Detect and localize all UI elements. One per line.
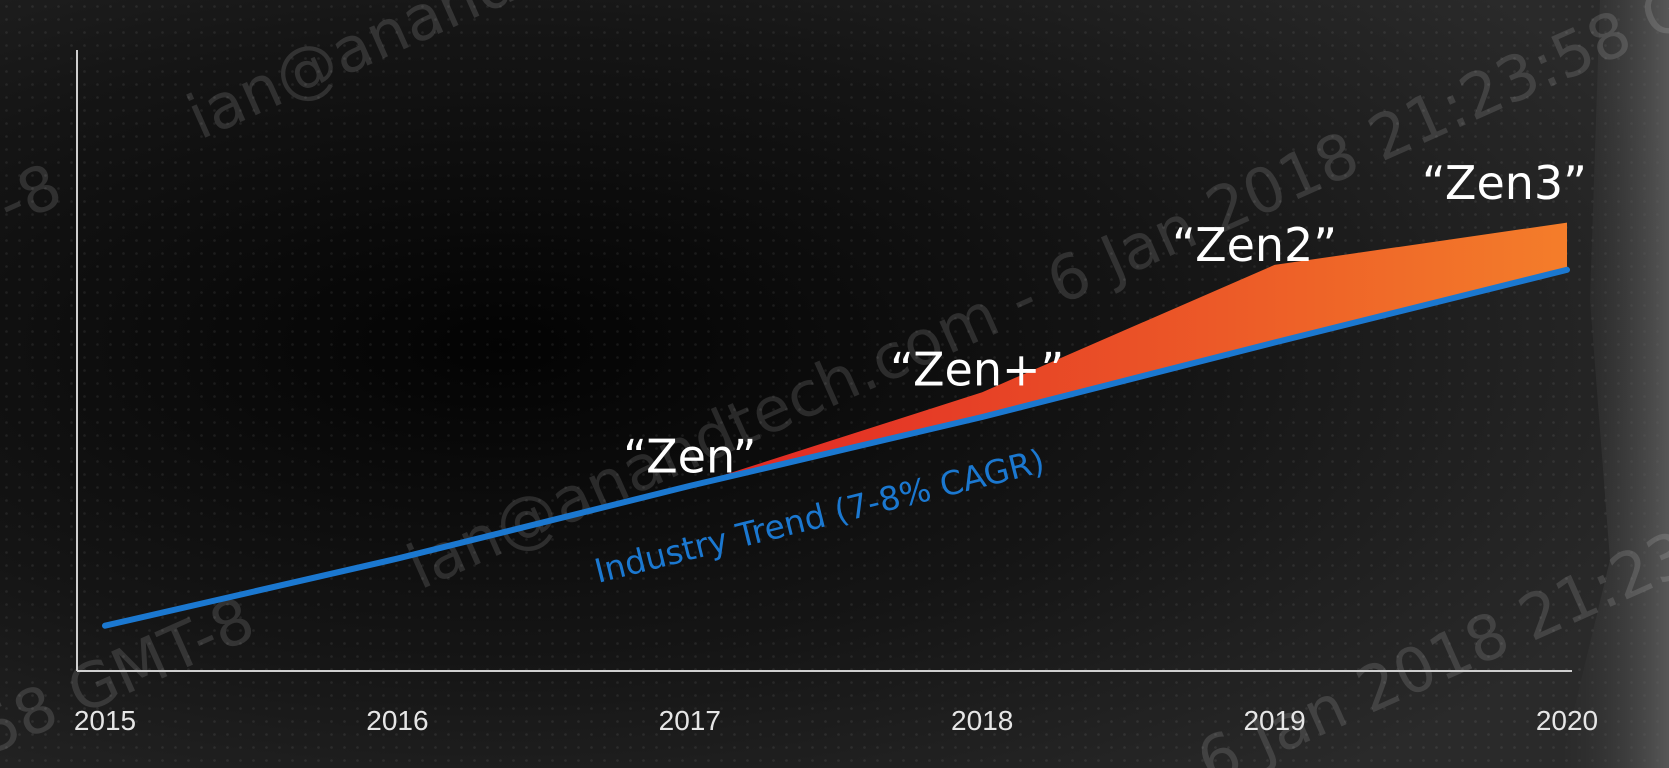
zen-annotation-label: “Zen+” [890, 342, 1064, 396]
zen-performance-area [689, 222, 1567, 486]
x-tick-labels: 2015 2016 2017 2018 2019 2020 [74, 705, 1598, 736]
x-tick-label: 2019 [1243, 705, 1305, 736]
x-tick-label: 2015 [74, 705, 136, 736]
zen-annotation-label: “Zen3” [1422, 156, 1587, 210]
x-tick-label: 2020 [1536, 705, 1598, 736]
right-edge-decoration [1560, 0, 1669, 768]
zen-annotation-label: “Zen” [623, 429, 756, 483]
x-tick-label: 2018 [951, 705, 1013, 736]
x-tick-label: 2016 [366, 705, 428, 736]
industry-trend-line [102, 266, 1570, 629]
chart-marks [102, 222, 1570, 629]
x-tick-label: 2017 [659, 705, 721, 736]
zen-annotation-label: “Zen2” [1172, 218, 1337, 272]
